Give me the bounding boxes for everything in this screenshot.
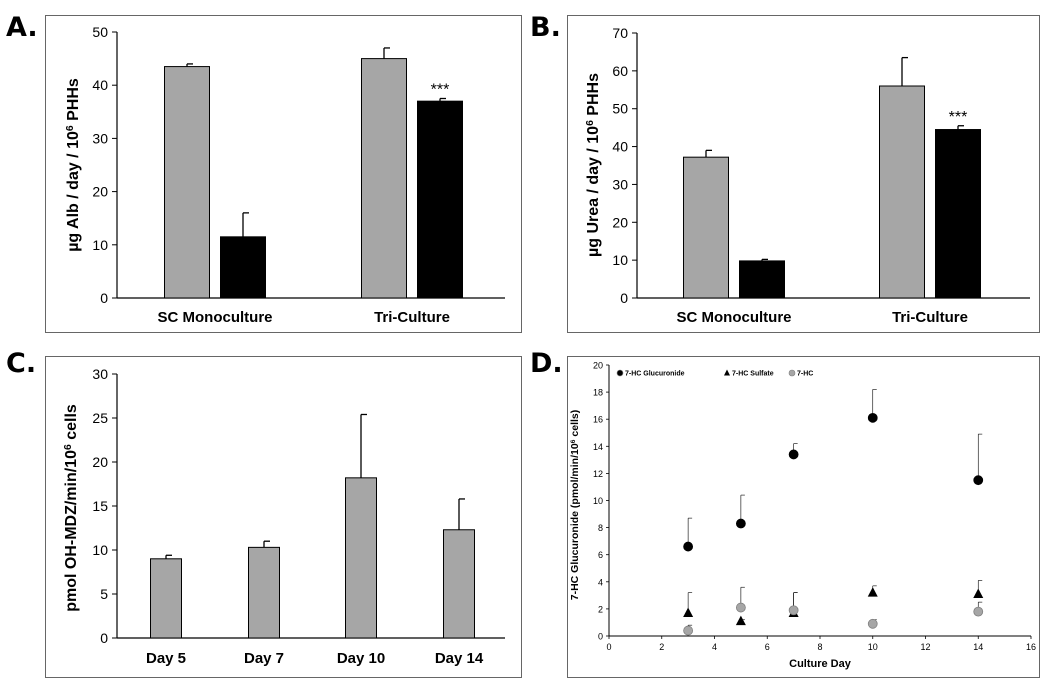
chart-a-y-tick-label: 20 [92,184,108,200]
chart-a-y-tick-label: 50 [92,24,108,40]
chart-b-y-tick-label: 10 [612,252,628,268]
chart-a-category-label: Tri-Culture [374,309,450,326]
chart-d-point [867,412,878,423]
chart-c-category-label: Day 7 [244,650,284,667]
chart-a-y-tick-label: 10 [92,237,108,253]
chart-c-y-tick-label: 30 [92,366,108,382]
chart-d-y-tick-label: 2 [598,604,603,614]
chart-a-bar [361,58,407,299]
chart-d-x-axis-label: Culture Day [789,658,852,670]
chart-d-point [735,602,746,613]
chart-d-point [683,625,694,636]
chart-c-y-tick-label: 10 [92,542,108,558]
chart-b-y-axis-label: µg Urea / day / 106 PHHs [585,73,603,257]
chart-d-point [867,618,878,629]
chart-d-y-tick-label: 6 [598,550,603,560]
chart-d-legend-label: 7-HC Glucuronide [625,371,685,378]
chart-c-y-tick-label: 25 [92,410,108,426]
chart-c-y-axis-label: pmol OH-MDZ/min/106 cells [63,404,81,612]
chart-a-bar [164,66,210,299]
chart-d-y-tick-label: 18 [593,388,603,398]
chart-b-y-tick-label: 40 [612,139,628,155]
chart-d-y-tick-label: 14 [593,442,603,452]
panel-c-frame [45,356,522,678]
chart-d-y-tick-label: 4 [598,577,603,587]
chart-b-category-label: Tri-Culture [892,309,968,326]
chart-c-y-tick-label: 0 [100,630,108,646]
chart-c-y-tick-label: 20 [92,454,108,470]
chart-c-y-tick-label: 5 [100,586,108,602]
chart-d-y-tick-label: 16 [593,415,603,425]
chart-d-point [973,588,984,598]
chart-b-y-tick-label: 30 [612,176,628,192]
chart-c-category-label: Day 5 [146,650,186,667]
chart-a-bar [417,100,463,299]
chart-d-point [973,475,984,486]
chart-a-y-tick-label: 30 [92,130,108,146]
chart-d-legend-marker [724,369,730,376]
chart-a-y-axis-label: µg Alb / day / 106 PHHs [65,78,83,252]
chart-a-category-label: SC Monoculture [158,309,273,326]
chart-b-bar [739,260,785,299]
chart-b-bar [935,129,981,299]
chart-a-y-tick-label: 40 [92,77,108,93]
panel-letter-d: D. [530,348,563,379]
chart-c-bar [443,529,475,639]
chart-d-legend-label: 7-HC [797,371,813,378]
chart-d-x-tick-label: 12 [920,642,930,652]
chart-d-x-tick-label: 14 [973,642,983,652]
chart-d-legend-marker [788,369,796,377]
chart-d-point [735,518,746,529]
chart-b-significance-label: *** [949,109,968,126]
chart-d-point [867,587,878,597]
chart-c-category-label: Day 10 [337,650,385,667]
chart-d-point [788,449,799,460]
chart-d-y-tick-label: 0 [598,632,603,642]
chart-c-category-label: Day 14 [435,650,484,667]
panel-letter-b: B. [530,12,561,43]
chart-b-category-label: SC Monoculture [677,309,792,326]
chart-d-y-tick-label: 20 [593,361,603,371]
panel-letter-a: A. [6,12,38,43]
chart-d-x-tick-label: 4 [712,642,717,652]
chart-d-x-tick-label: 10 [868,642,878,652]
chart-b-y-tick-label: 0 [620,290,628,306]
chart-d-x-tick-label: 6 [765,642,770,652]
chart-d-y-tick-label: 10 [593,496,603,506]
chart-b-bar [683,156,729,299]
chart-c-y-tick-label: 15 [92,498,108,514]
chart-b-y-tick-label: 60 [612,63,628,79]
chart-d-y-tick-label: 8 [598,523,603,533]
chart-a-significance-label: *** [431,82,450,99]
chart-b-bar [879,85,925,299]
chart-b-y-tick-label: 70 [612,25,628,41]
chart-d-point [973,606,984,617]
chart-a-y-tick-label: 0 [100,290,108,306]
chart-d-x-tick-label: 8 [817,642,822,652]
chart-d-point [683,607,694,617]
chart-d-x-tick-label: 2 [659,642,664,652]
chart-d-point [683,541,694,552]
chart-b-y-tick-label: 20 [612,214,628,230]
chart-d-legend-label: 7-HC Sulfate [732,371,774,378]
chart-d-x-tick-label: 0 [606,642,611,652]
chart-d-legend-marker [616,369,624,377]
chart-d-point [788,605,799,616]
chart-d-y-tick-label: 12 [593,469,603,479]
chart-a-bar [220,236,266,299]
chart-b-y-tick-label: 50 [612,101,628,117]
panel-d-frame [567,356,1040,678]
chart-d-point [735,615,746,626]
chart-c-bar [345,477,377,639]
chart-d-x-tick-label: 16 [1026,642,1036,652]
panel-letter-c: C. [6,348,37,379]
chart-d-y-axis-label: 7-HC Glucuronide (pmol/min/106 cells) [569,410,581,601]
